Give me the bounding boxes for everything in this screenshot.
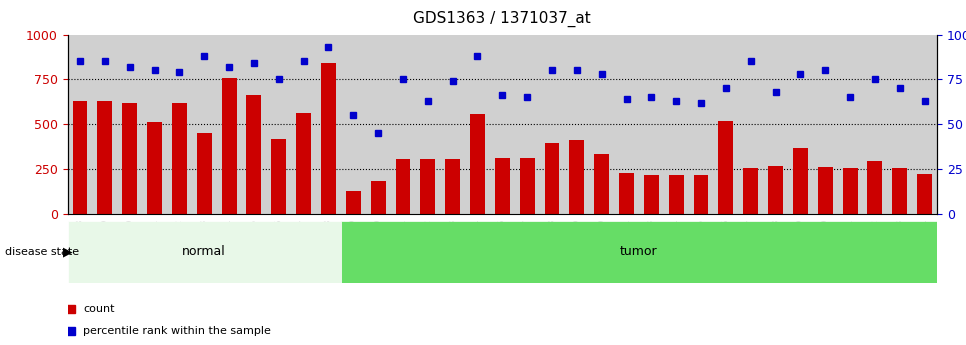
Bar bbox=[123, 103, 137, 214]
Text: tumor: tumor bbox=[620, 245, 658, 258]
Bar bbox=[495, 158, 510, 214]
Bar bbox=[68, 34, 93, 214]
Bar bbox=[719, 121, 733, 214]
Bar bbox=[668, 175, 684, 214]
Bar bbox=[569, 140, 584, 214]
Text: percentile rank within the sample: percentile rank within the sample bbox=[83, 326, 270, 336]
Bar bbox=[142, 34, 167, 214]
Bar bbox=[714, 34, 738, 214]
Bar bbox=[614, 34, 639, 214]
Bar bbox=[793, 148, 808, 214]
Bar bbox=[72, 101, 88, 214]
Bar bbox=[863, 34, 888, 214]
Bar bbox=[271, 139, 286, 214]
Bar bbox=[619, 172, 634, 214]
Bar bbox=[812, 34, 838, 214]
Bar bbox=[664, 34, 689, 214]
Bar bbox=[594, 154, 610, 214]
Bar bbox=[842, 168, 858, 214]
Bar bbox=[490, 34, 515, 214]
Bar bbox=[291, 34, 316, 214]
Bar bbox=[371, 181, 385, 214]
Bar bbox=[912, 34, 937, 214]
Bar bbox=[639, 34, 664, 214]
Bar bbox=[589, 34, 614, 214]
Bar bbox=[172, 103, 186, 214]
FancyBboxPatch shape bbox=[341, 221, 937, 283]
Text: ▶: ▶ bbox=[63, 245, 72, 258]
Bar bbox=[321, 63, 336, 214]
Bar bbox=[470, 114, 485, 214]
Bar bbox=[98, 101, 112, 214]
Bar bbox=[545, 143, 559, 214]
Bar bbox=[390, 34, 415, 214]
Bar bbox=[297, 114, 311, 214]
Bar bbox=[415, 34, 440, 214]
Bar bbox=[743, 168, 758, 214]
Text: count: count bbox=[83, 304, 115, 314]
Bar bbox=[221, 78, 237, 214]
Bar bbox=[267, 34, 291, 214]
Bar bbox=[316, 34, 341, 214]
Bar bbox=[465, 34, 490, 214]
Bar bbox=[788, 34, 812, 214]
Bar bbox=[644, 175, 659, 214]
Bar bbox=[867, 161, 882, 214]
Bar bbox=[540, 34, 564, 214]
Bar bbox=[818, 167, 833, 214]
Bar bbox=[768, 166, 783, 214]
Text: disease state: disease state bbox=[5, 247, 79, 257]
Bar bbox=[167, 34, 192, 214]
Text: GDS1363 / 1371037_at: GDS1363 / 1371037_at bbox=[413, 10, 591, 27]
Bar bbox=[564, 34, 589, 214]
Bar bbox=[192, 34, 216, 214]
Bar bbox=[341, 34, 366, 214]
Bar bbox=[395, 159, 411, 214]
FancyBboxPatch shape bbox=[68, 221, 341, 283]
Bar bbox=[197, 133, 212, 214]
Bar bbox=[763, 34, 788, 214]
Bar bbox=[515, 34, 540, 214]
Bar bbox=[420, 159, 436, 214]
Bar bbox=[117, 34, 142, 214]
Bar bbox=[93, 34, 117, 214]
Bar bbox=[917, 174, 932, 214]
Bar bbox=[689, 34, 714, 214]
Bar bbox=[366, 34, 390, 214]
Bar bbox=[738, 34, 763, 214]
Bar bbox=[246, 96, 262, 214]
Text: normal: normal bbox=[183, 245, 226, 258]
Bar bbox=[242, 34, 267, 214]
Bar bbox=[520, 158, 534, 214]
Bar bbox=[888, 34, 912, 214]
Bar bbox=[346, 190, 360, 214]
Bar bbox=[216, 34, 242, 214]
Bar bbox=[445, 159, 460, 214]
Bar bbox=[838, 34, 863, 214]
Bar bbox=[694, 175, 708, 214]
Bar bbox=[147, 122, 162, 214]
Bar bbox=[893, 168, 907, 214]
Bar bbox=[440, 34, 465, 214]
